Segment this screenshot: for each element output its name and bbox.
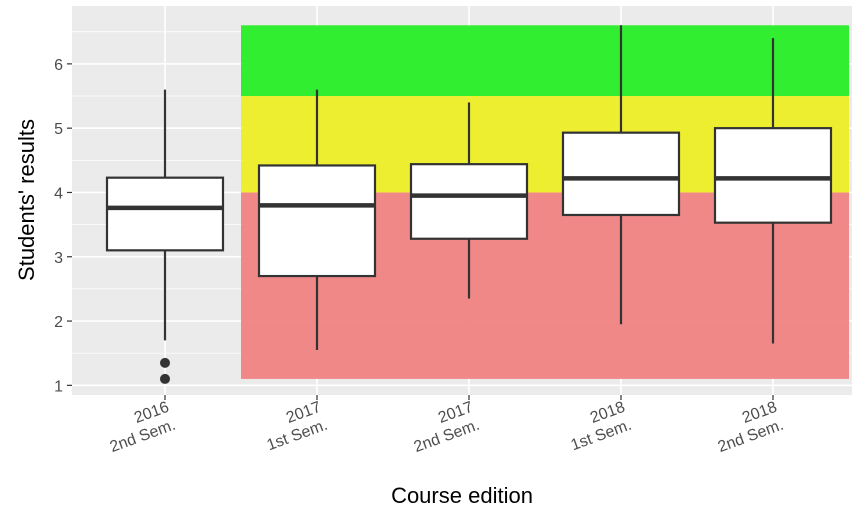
box-iqr	[105, 176, 225, 252]
y-tick-label: 2	[54, 314, 63, 331]
x-axis-title: Course edition	[391, 483, 533, 508]
boxplot	[257, 89, 377, 350]
boxplot	[713, 38, 833, 344]
box-iqr	[257, 164, 377, 278]
outlier-point	[160, 373, 170, 384]
y-tick-label: 3	[54, 250, 63, 267]
y-tick-label: 1	[54, 378, 63, 395]
y-axis: 1 2 3 4 5 6	[54, 57, 72, 395]
boxplot	[409, 102, 529, 299]
y-axis-title: Students' results	[14, 119, 39, 281]
box-layer	[105, 25, 833, 384]
boxplot	[105, 89, 225, 384]
y-tick-label: 5	[54, 121, 63, 138]
box-iqr	[409, 163, 529, 240]
y-tick-label: 4	[54, 185, 63, 202]
box-iqr	[561, 131, 681, 217]
grade-band	[241, 25, 849, 97]
boxplot	[561, 25, 681, 325]
y-tick-label: 6	[54, 57, 63, 74]
box-iqr	[713, 127, 833, 224]
outlier-point	[160, 357, 170, 368]
